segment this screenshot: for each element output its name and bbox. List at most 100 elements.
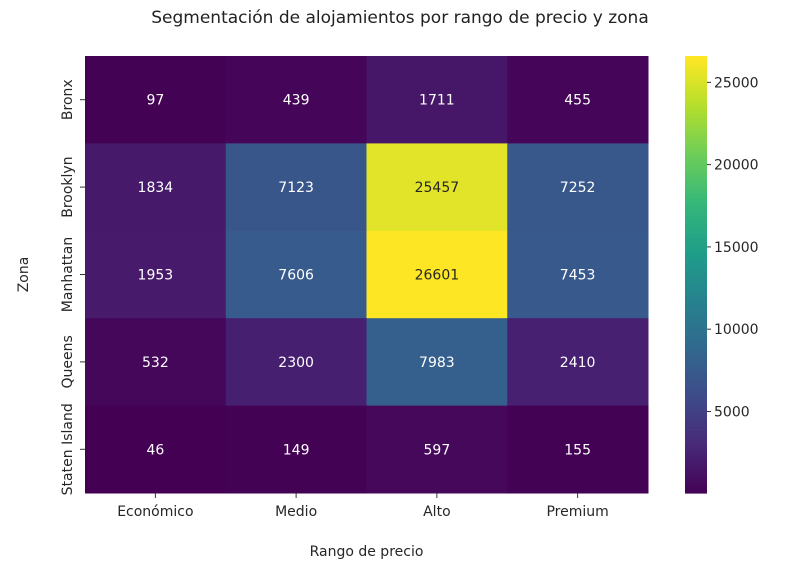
colorbar-segment — [685, 157, 707, 163]
colorbar-segment — [685, 423, 707, 429]
colorbar-segment — [685, 66, 707, 72]
cell-label: 97 — [146, 93, 164, 109]
colorbar-segment — [685, 103, 707, 108]
colorbar-segment — [685, 485, 707, 490]
colorbar-segment — [685, 81, 707, 86]
colorbar-segment — [685, 321, 707, 327]
colorbar-segment — [685, 445, 707, 450]
colorbar-segment — [685, 398, 707, 403]
cell-label: 149 — [283, 442, 310, 458]
colorbar-segment — [685, 278, 707, 283]
y-tick-label: Manhattan — [60, 237, 76, 312]
colorbar-segment — [685, 350, 707, 356]
colorbar-segment — [685, 449, 707, 454]
colorbar-segment — [685, 74, 707, 79]
cell-label: 46 — [146, 442, 164, 458]
heatmap-cell — [507, 56, 649, 144]
cell-label: 155 — [564, 442, 591, 458]
colorbar-segment — [685, 249, 707, 254]
colorbar-segment — [685, 110, 707, 115]
heatmap-cell — [366, 56, 508, 144]
heatmap-cell — [85, 405, 227, 494]
colorbar-segment — [685, 92, 707, 97]
x-axis-label: Rango de precio — [310, 544, 424, 560]
heatmap-cell — [366, 318, 508, 407]
colorbar-segment — [685, 70, 707, 75]
colorbar-segment — [685, 183, 707, 188]
colorbar-segment — [685, 216, 707, 221]
cell-label: 439 — [283, 93, 310, 109]
colorbar-segment — [685, 241, 707, 246]
colorbar-segment — [685, 238, 707, 243]
colorbar-segment — [685, 358, 707, 363]
colorbar-segment — [685, 303, 707, 308]
heatmap-cell — [507, 318, 649, 407]
colorbar-segment — [685, 383, 707, 388]
colorbar-segment — [685, 263, 707, 268]
colorbar-segment — [685, 380, 707, 385]
colorbar-segment — [685, 296, 707, 301]
colorbar-segment — [685, 63, 707, 68]
colorbar-segment — [685, 274, 707, 279]
colorbar-segment — [685, 227, 707, 232]
heatmap-cell — [85, 56, 227, 144]
colorbar-segment — [685, 289, 707, 294]
colorbar-segment — [685, 161, 707, 166]
cell-label: 2410 — [560, 355, 596, 371]
x-tick-label: Premium — [546, 504, 608, 520]
colorbar-segment — [685, 125, 707, 130]
colorbar-segment — [685, 394, 707, 399]
colorbar-segment — [685, 99, 707, 104]
y-axis-label: Zona — [16, 257, 32, 293]
cell-label: 7123 — [278, 180, 314, 196]
colorbar-segment — [685, 340, 707, 345]
heatmap-cell — [225, 143, 367, 232]
cell-label: 1834 — [138, 180, 174, 196]
colorbar-segment — [685, 136, 707, 141]
colorbar-segment — [685, 325, 707, 330]
colorbar-segment — [685, 478, 707, 483]
cell-label: 7983 — [419, 355, 455, 371]
colorbar-segment — [685, 168, 707, 174]
colorbar-segment — [685, 369, 707, 374]
colorbar-segment — [685, 299, 707, 305]
colorbar-segment — [685, 434, 707, 439]
colorbar-segment — [685, 132, 707, 137]
colorbar-segment — [685, 201, 707, 206]
colorbar-segment — [685, 208, 707, 214]
colorbar-segment — [685, 460, 707, 465]
heatmap-cell — [85, 143, 227, 232]
colorbar-segment — [685, 56, 707, 61]
colorbar-segment — [685, 372, 707, 378]
colorbar-segment — [685, 59, 707, 64]
colorbar-segment — [685, 198, 707, 203]
y-tick-label: Staten Island — [60, 403, 76, 495]
colorbar-segment — [685, 88, 707, 94]
colorbar-segment — [685, 256, 707, 261]
colorbar-segment — [685, 172, 707, 177]
colorbar-segment — [685, 270, 707, 276]
heatmap-cell — [225, 405, 367, 494]
colorbar-segment — [685, 85, 707, 90]
colorbar-segment — [685, 230, 707, 236]
x-tick-label: Económico — [117, 504, 193, 520]
colorbar-segment — [685, 154, 707, 159]
colorbar-segment — [685, 106, 707, 112]
colorbar-segment — [685, 456, 707, 461]
colorbar-segment — [685, 442, 707, 447]
colorbar-segment — [685, 361, 707, 367]
colorbar-segment — [685, 431, 707, 436]
colorbar-segment — [685, 329, 707, 334]
colorbar-segment — [685, 179, 707, 185]
colorbar-segment — [685, 401, 707, 407]
colorbar-segment — [685, 245, 707, 250]
colorbar-tick-label: 10000 — [714, 322, 759, 338]
cell-label: 7252 — [560, 180, 596, 196]
colorbar-segment — [685, 219, 707, 225]
colorbar-segment — [685, 376, 707, 381]
colorbar-segment — [685, 452, 707, 458]
colorbar-segment — [685, 405, 707, 410]
y-tick-label: Brooklyn — [60, 156, 76, 217]
colorbar-segment — [685, 314, 707, 319]
colorbar-segment — [685, 463, 707, 469]
